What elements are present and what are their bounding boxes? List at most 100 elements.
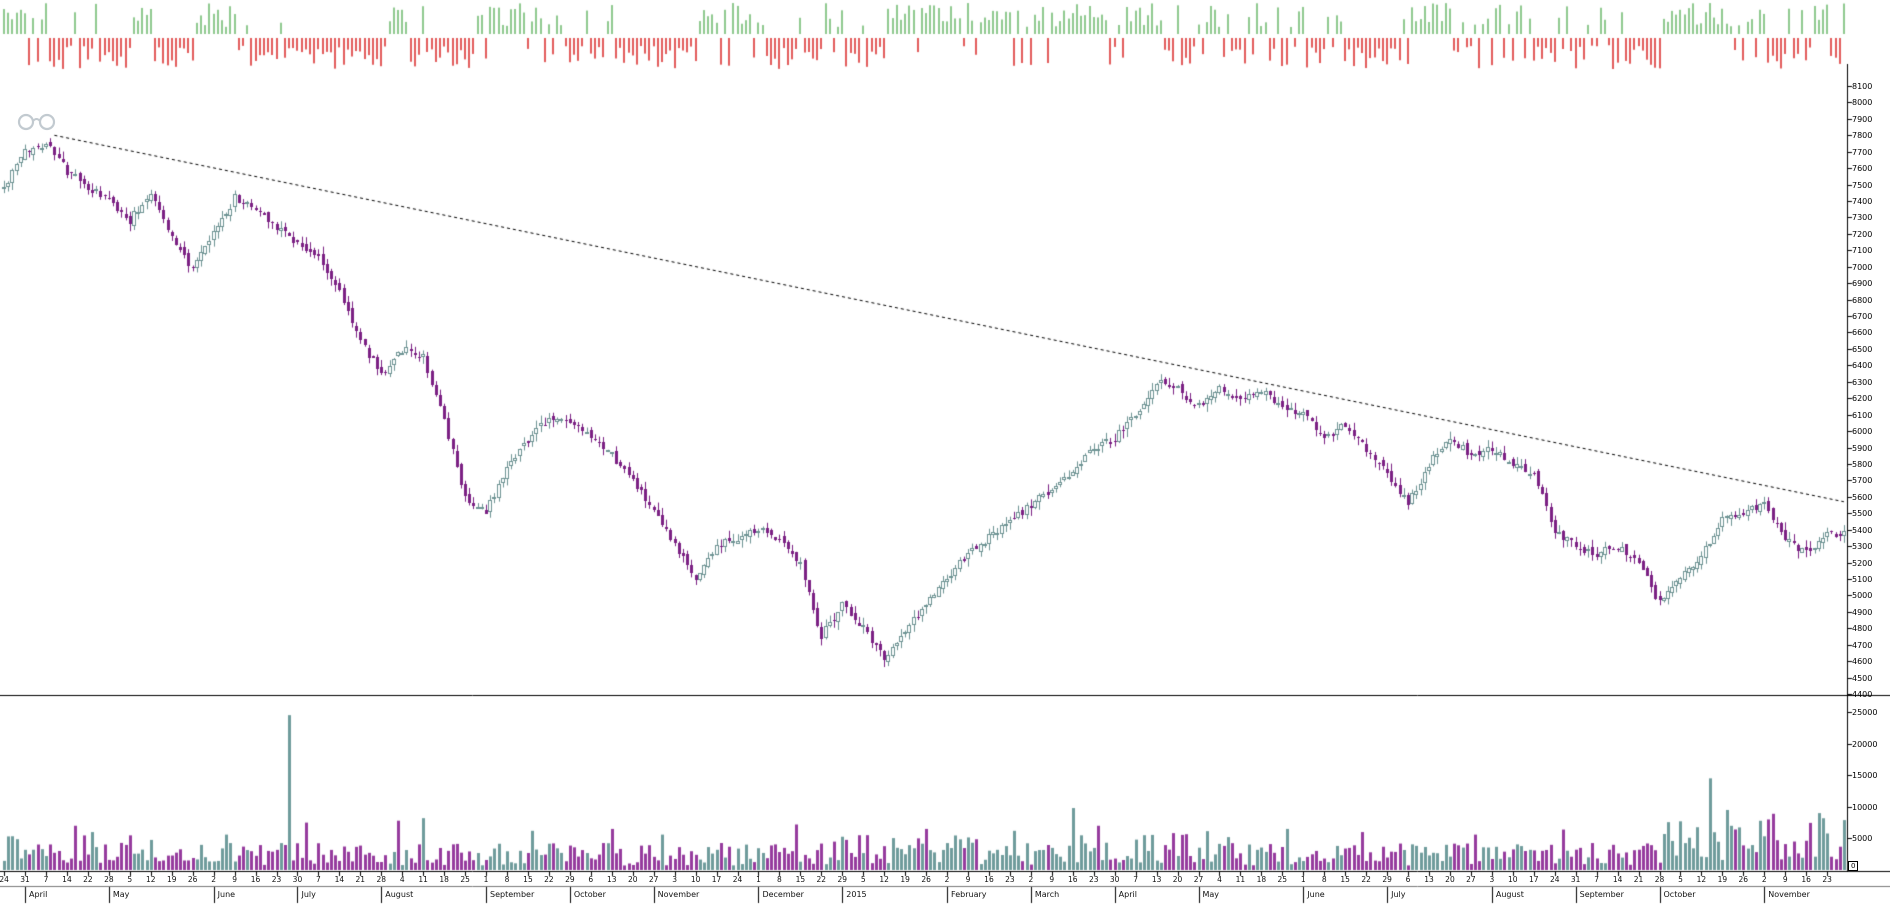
price-axis-label: 7500 bbox=[1852, 180, 1873, 190]
price-axis-label: 7800 bbox=[1852, 131, 1873, 141]
week-tick-label: 9 bbox=[965, 875, 971, 884]
week-tick-label: 19 bbox=[900, 875, 910, 884]
week-tick-label: 22 bbox=[816, 875, 827, 884]
week-tick-label: 29 bbox=[565, 875, 575, 884]
price-axis-label: 5400 bbox=[1852, 525, 1873, 535]
week-tick-label: 27 bbox=[648, 875, 659, 884]
glasses-logo-icon bbox=[17, 113, 56, 131]
price-axis-label: 4400 bbox=[1852, 690, 1873, 699]
month-label: October bbox=[573, 890, 606, 899]
price-axis-label: 4500 bbox=[1852, 673, 1873, 683]
week-tick-label: 7 bbox=[43, 875, 49, 884]
month-label: November bbox=[1768, 890, 1810, 899]
price-axis-label: 8100 bbox=[1852, 82, 1873, 91]
week-tick-label: 1 bbox=[483, 875, 489, 884]
price-axis-label: 5200 bbox=[1852, 558, 1873, 568]
week-tick-label: 16 bbox=[250, 875, 261, 884]
week-tick-label: 2 bbox=[1028, 875, 1034, 884]
week-tick-label: 11 bbox=[1235, 875, 1246, 884]
week-tick-label: 24 bbox=[732, 875, 743, 884]
week-tick-label: 21 bbox=[1633, 875, 1644, 884]
price-axis-label: 5300 bbox=[1852, 542, 1873, 552]
volume-axis-label: 15000 bbox=[1852, 771, 1878, 781]
month-label: November bbox=[657, 890, 700, 899]
week-tick-label: 25 bbox=[1277, 875, 1288, 884]
week-tick-label: 12 bbox=[879, 875, 889, 884]
price-axis-label: 6000 bbox=[1852, 427, 1873, 437]
price-axis-label: 5800 bbox=[1852, 459, 1873, 469]
price-axis-label: 4700 bbox=[1852, 640, 1873, 650]
week-tick-label: 24 bbox=[1549, 875, 1560, 884]
week-tick-label: 23 bbox=[1822, 875, 1832, 884]
week-tick-label: 16 bbox=[1067, 875, 1078, 884]
week-tick-label: 19 bbox=[166, 875, 177, 884]
week-tick-label: 9 bbox=[232, 875, 237, 884]
week-tick-label: 7 bbox=[1594, 875, 1600, 884]
month-label: August bbox=[1495, 890, 1524, 899]
month-label: May bbox=[1202, 890, 1220, 899]
week-tick-label: 5 bbox=[127, 875, 133, 884]
volume-axis-label: 10000 bbox=[1852, 802, 1878, 812]
week-tick-label: 9 bbox=[1049, 875, 1055, 884]
week-tick-label: 14 bbox=[62, 875, 72, 884]
month-label: February bbox=[951, 890, 987, 899]
price-axis-label: 5900 bbox=[1852, 443, 1873, 453]
week-tick-label: 13 bbox=[1151, 875, 1162, 884]
week-tick-label: 22 bbox=[83, 875, 93, 884]
week-tick-label: 31 bbox=[20, 875, 30, 884]
week-tick-label: 15 bbox=[523, 875, 533, 884]
week-tick-label: 23 bbox=[1088, 875, 1099, 884]
week-tick-label: 1 bbox=[1300, 875, 1306, 884]
price-axis-label: 7200 bbox=[1852, 229, 1873, 239]
month-label: May bbox=[112, 890, 130, 899]
week-tick-label: 1 bbox=[756, 875, 761, 884]
volume-axis-label: 5000 bbox=[1852, 834, 1873, 844]
week-tick-label: 26 bbox=[1738, 875, 1749, 884]
week-tick-label: 3 bbox=[1489, 875, 1495, 884]
week-tick-label: 29 bbox=[1382, 875, 1392, 884]
week-tick-label: 28 bbox=[1654, 875, 1665, 884]
week-tick-label: 11 bbox=[418, 875, 428, 884]
week-tick-label: 22 bbox=[544, 875, 554, 884]
week-tick-label: 7 bbox=[1133, 875, 1139, 884]
week-tick-label: 12 bbox=[145, 875, 156, 884]
week-tick-label: 20 bbox=[1172, 875, 1183, 884]
week-tick-label: 16 bbox=[1801, 875, 1811, 884]
week-tick-label: 14 bbox=[334, 875, 345, 884]
week-tick-label: 8 bbox=[504, 875, 510, 884]
week-tick-label: 7 bbox=[316, 875, 321, 884]
week-tick-label: 13 bbox=[606, 875, 617, 884]
month-label: June bbox=[217, 890, 236, 899]
week-tick-label: 19 bbox=[1717, 875, 1728, 884]
week-tick-label: 20 bbox=[1445, 875, 1455, 884]
week-tick-label: 3 bbox=[672, 875, 678, 884]
week-tick-label: 15 bbox=[795, 875, 806, 884]
price-axis-label: 5100 bbox=[1852, 574, 1873, 584]
price-axis-label: 4600 bbox=[1852, 657, 1873, 667]
week-tick-label: 14 bbox=[1612, 875, 1623, 884]
price-axis-label: 5600 bbox=[1852, 492, 1873, 502]
month-label: December bbox=[762, 890, 804, 899]
month-label: 2015 bbox=[846, 890, 867, 899]
price-axis-label: 6400 bbox=[1852, 361, 1873, 371]
price-axis-label: 7000 bbox=[1852, 262, 1873, 272]
price-axis-label: 6900 bbox=[1852, 279, 1873, 289]
week-tick-label: 16 bbox=[984, 875, 994, 884]
price-axis-label: 4900 bbox=[1852, 607, 1873, 617]
week-tick-label: 10 bbox=[690, 875, 701, 884]
week-tick-label: 26 bbox=[187, 875, 198, 884]
month-label: September bbox=[490, 890, 535, 899]
week-tick-label: 15 bbox=[1340, 875, 1350, 884]
month-label: March bbox=[1034, 890, 1060, 899]
week-tick-label: 4 bbox=[399, 875, 405, 884]
week-tick-label: 30 bbox=[292, 875, 303, 884]
month-label: July bbox=[301, 890, 316, 899]
week-tick-label: 10 bbox=[1508, 875, 1518, 884]
week-tick-label: 5 bbox=[860, 875, 866, 884]
week-tick-label: 23 bbox=[1005, 875, 1015, 884]
week-tick-label: 28 bbox=[104, 875, 114, 884]
price-axis-label: 4800 bbox=[1852, 624, 1873, 634]
week-tick-label: 29 bbox=[837, 875, 848, 884]
